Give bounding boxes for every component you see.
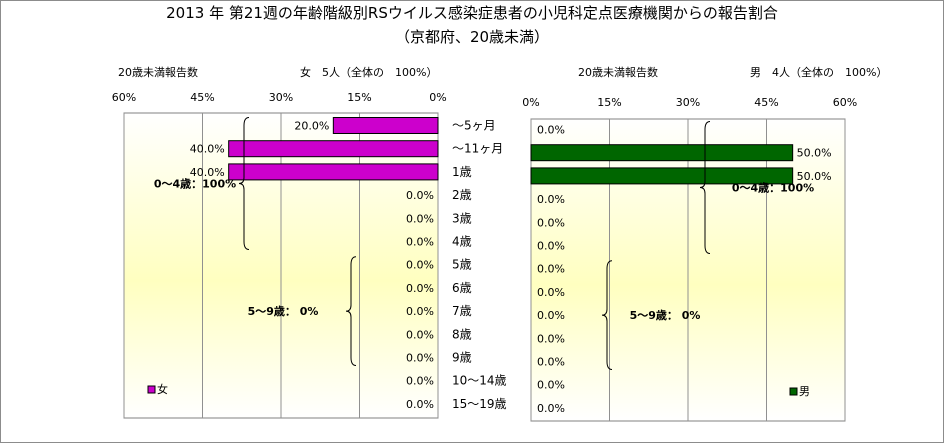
female-legend-label: 女: [157, 382, 168, 396]
male-value-label: 0.0%: [537, 124, 565, 137]
female-value-label: 20.0%: [294, 120, 329, 133]
category-label: 3歳: [452, 211, 472, 225]
male-legend-label: 男: [799, 385, 810, 398]
male-value-label: 0.0%: [537, 193, 565, 206]
category-label: 8歳: [452, 327, 472, 341]
male-value-label: 50.0%: [797, 147, 832, 160]
female-x-tick-label: 15%: [347, 91, 371, 104]
female-value-label: 0.0%: [406, 236, 434, 249]
category-label: 5歳: [452, 258, 472, 272]
category-label: ～11ヶ月: [452, 142, 503, 156]
male-bar: [530, 167, 794, 185]
female-value-label: 0.0%: [406, 212, 434, 225]
female-bar: [228, 163, 439, 181]
male-x-tick-label: 0%: [522, 96, 539, 109]
female-value-label: 0.0%: [406, 352, 434, 365]
female-legend-swatch: [147, 385, 156, 394]
female-total-label: 女 5人（全体の 100%）: [300, 66, 438, 79]
chart-title: 2013 年 第21週の年齢階級別RSウイルス感染症患者の小児科定点医療機関から…: [166, 4, 778, 22]
male-x-tick-label: 30%: [676, 96, 700, 109]
female-value-label: 0.0%: [406, 375, 434, 388]
female-value-label: 40.0%: [190, 166, 225, 179]
male-value-label: 0.0%: [537, 332, 565, 345]
male-value-label: 0.0%: [537, 402, 565, 415]
female-age-group-label: 0～4歳：100%: [154, 177, 236, 191]
category-label: ～5ヶ月: [452, 119, 496, 133]
male-value-label: 0.0%: [537, 356, 565, 369]
category-label: 7歳: [452, 304, 472, 318]
category-label: 2歳: [452, 188, 472, 202]
female-count-label: 20歳未満報告数: [118, 66, 198, 79]
female-value-label: 0.0%: [406, 282, 434, 295]
male-value-label: 0.0%: [537, 240, 565, 253]
male-value-label: 50.0%: [797, 170, 832, 183]
male-age-group-label: 5～9歳： 0%: [630, 308, 701, 322]
category-label: 4歳: [452, 235, 472, 249]
male-bar: [530, 144, 794, 162]
category-label: 1歳: [452, 165, 472, 179]
male-count-label: 20歳未満報告数: [578, 66, 658, 79]
female-bar: [332, 117, 439, 134]
female-value-label: 0.0%: [406, 189, 434, 202]
male-x-tick-label: 15%: [597, 96, 621, 109]
female-value-label: 0.0%: [406, 328, 434, 341]
female-x-tick-label: 30%: [269, 91, 293, 104]
male-value-label: 0.0%: [537, 216, 565, 229]
male-value-label: 0.0%: [537, 309, 565, 322]
female-value-label: 0.0%: [406, 305, 434, 318]
male-value-label: 0.0%: [537, 286, 565, 299]
female-age-group-brace: [238, 117, 250, 250]
category-label: 9歳: [452, 351, 472, 365]
male-age-group-brace: [699, 121, 711, 254]
female-x-tick-label: 0%: [429, 91, 446, 104]
chart-subtitle: （京都府、20歳未満）: [394, 28, 550, 46]
male-age-group-label: 0～4歳：100%: [732, 181, 814, 195]
male-x-tick-label: 45%: [754, 96, 778, 109]
female-x-tick-label: 60%: [112, 91, 136, 104]
male-value-label: 0.0%: [537, 263, 565, 276]
category-label: 15～19歳: [452, 397, 507, 411]
male-x-tick-label: 60%: [833, 96, 857, 109]
category-label: 10～14歳: [452, 374, 507, 388]
male-total-label: 男 4人（全体の 100%）: [750, 66, 888, 79]
female-value-label: 40.0%: [190, 143, 225, 156]
male-legend-swatch: [789, 387, 798, 396]
male-value-label: 0.0%: [537, 379, 565, 392]
female-x-tick-label: 45%: [190, 91, 214, 104]
female-value-label: 0.0%: [406, 259, 434, 272]
male-age-group-brace: [601, 260, 613, 370]
female-age-group-brace: [345, 256, 357, 366]
female-bar: [228, 140, 439, 158]
female-age-group-label: 5～9歳： 0%: [248, 304, 319, 318]
category-label: 6歳: [452, 281, 472, 295]
female-value-label: 0.0%: [406, 398, 434, 411]
